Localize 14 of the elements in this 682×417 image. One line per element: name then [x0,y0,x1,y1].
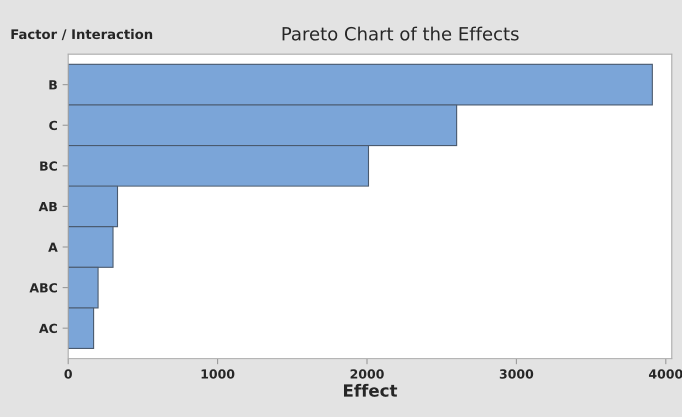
y-tick-label: AC [38,324,57,334]
y-tick-label: C [49,120,57,130]
chart-title: Pareto Chart of the Effects [282,26,519,41]
x-tick-label: 3000 [500,369,534,379]
x-tick-label: 1000 [202,369,234,379]
y-tick-label: AB [38,202,57,212]
x-tick-label: 0 [64,369,72,379]
x-axis-title: Effect [344,384,398,397]
y-tick-label: BC [40,161,57,171]
y-tick-label: B [49,80,57,90]
y-tick-label: ABC [29,283,57,293]
y-tick-label: A [48,242,58,252]
x-tick-label: 2000 [350,369,384,379]
y-axis-title: Factor / Interaction [11,28,152,40]
